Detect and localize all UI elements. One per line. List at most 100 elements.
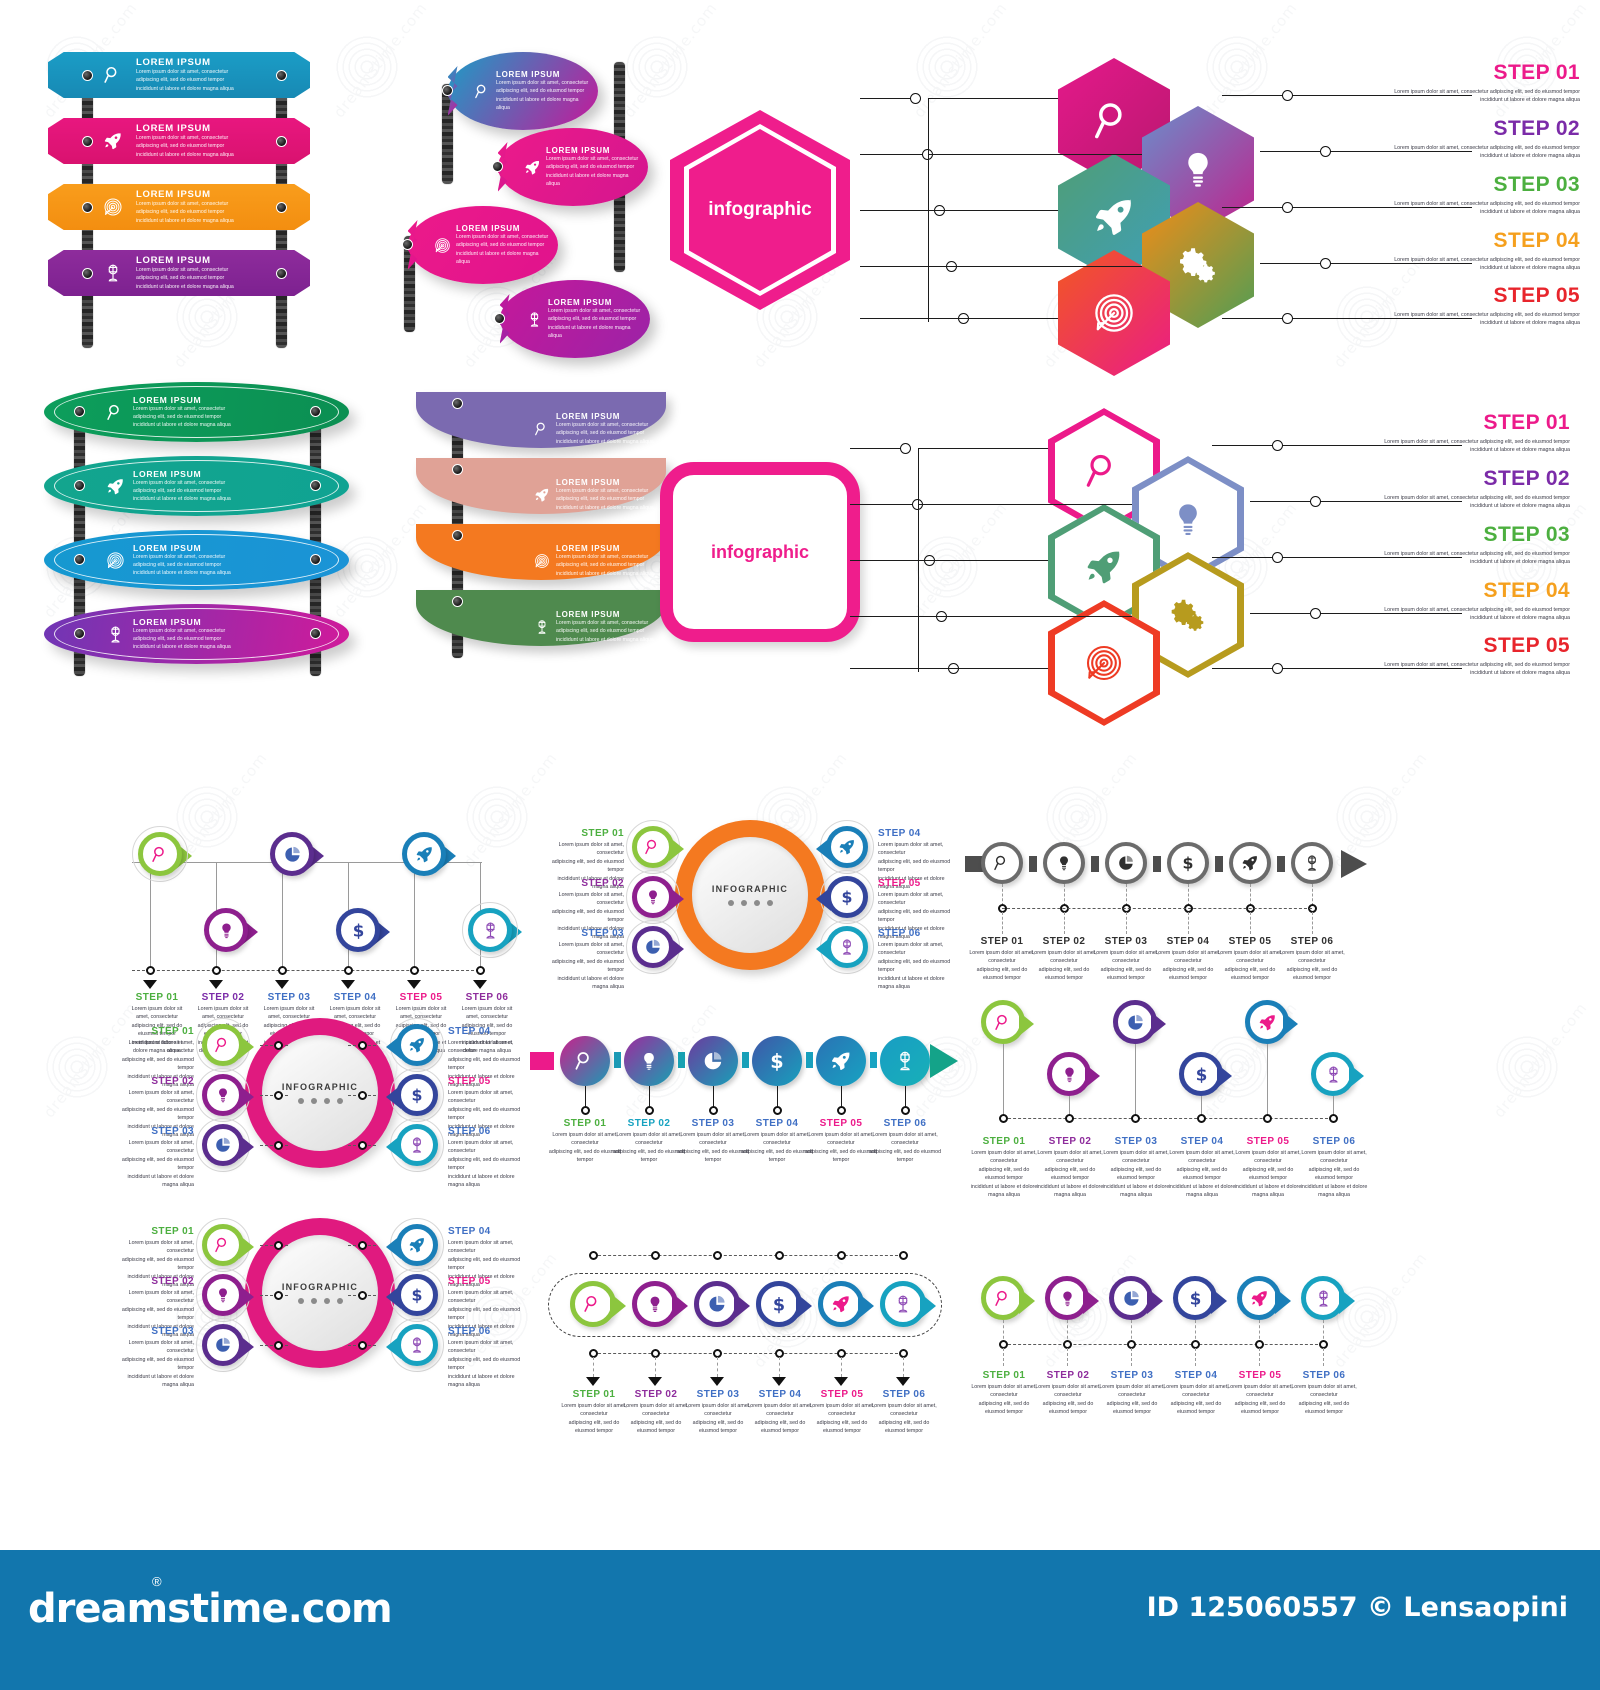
ellipse-banner[interactable]: LOREM IPSUM Lorem ipsum dolor sit amet, c… [44,382,349,442]
step-ring-icon[interactable] [820,820,874,874]
ring-circle [632,926,674,968]
step-ring-icon[interactable]: $ [336,908,380,952]
gradient-step-circle[interactable] [816,1036,866,1086]
step-label-block: STEP 01 Lorem ipsum dolor sit amet, conse… [112,1026,194,1090]
step-ring-icon[interactable]: $ [390,1068,444,1122]
step-ring-icon[interactable] [196,1118,250,1172]
step-ring-icon[interactable] [390,1218,444,1272]
magnifier-icon [151,845,170,864]
step-ring-icon[interactable] [1043,842,1085,884]
step-ring-icon[interactable] [132,826,188,882]
step-ring-icon[interactable]: $ [390,1268,444,1322]
leaf-banner[interactable]: LOREM IPSUM Lorem ipsum dolor sit amet, c… [408,206,558,284]
step-title: STEP 01 [581,828,624,839]
gradient-step-circle[interactable] [880,1036,930,1086]
ellipse-title: LOREM IPSUM [133,616,202,627]
step-ring-icon[interactable] [820,920,874,974]
donut-link-node [274,1091,283,1100]
central-donut[interactable]: INFOGRAPHIC [245,1018,395,1168]
ring-circle [981,1276,1025,1320]
connector-line [918,448,1048,450]
step-ring-icon[interactable]: $ [820,870,874,924]
gradient-step-circle[interactable] [624,1036,674,1086]
rocket-icon [830,1050,852,1072]
step-ring-icon[interactable] [981,1000,1025,1044]
step-ring-icon[interactable] [402,832,446,876]
step-ring-icon[interactable] [390,1318,444,1372]
donut-link-node [358,1341,367,1350]
step-ring-icon[interactable] [1291,842,1333,884]
step-ring-icon[interactable] [626,920,680,974]
ellipse-banner[interactable]: LOREM IPSUM Lorem ipsum dolor sit amet, c… [44,604,349,664]
arc-text: LOREM IPSUM Lorem ipsum dolor sit amet, c… [556,478,660,511]
step-ring-icon[interactable] [462,902,518,958]
ring-circle [138,832,182,876]
chain-bolt [310,406,321,417]
step-ring-icon[interactable] [204,908,248,952]
step-title: STEP 05 [448,1276,491,1287]
step-title: STEP 04 [448,1226,491,1237]
connector-line [918,504,1132,506]
ellipse-banner[interactable]: LOREM IPSUM Lorem ipsum dolor sit amet, c… [44,456,349,516]
step-ring-icon[interactable]: $ [1167,842,1209,884]
timeline-drop2 [1195,1348,1196,1366]
registered-mark-icon: ® [152,1574,162,1589]
ring-circle [981,1000,1025,1044]
step-ring-icon[interactable] [196,1268,250,1322]
timeline-drop [1002,884,1003,906]
ring-circle [632,826,674,868]
step-ring-icon[interactable] [196,1068,250,1122]
ring-circle [396,1024,438,1066]
gradient-step-circle[interactable]: $ [752,1036,802,1086]
step-ring-icon[interactable] [981,1276,1025,1320]
step-ring-icon[interactable] [1229,842,1271,884]
central-donut[interactable]: INFOGRAPHIC [675,820,825,970]
step-ring-icon[interactable]: $ [1173,1276,1217,1320]
ellipse-banner[interactable]: LOREM IPSUM Lorem ipsum dolor sit amet, c… [44,530,349,590]
gradient-step-circle[interactable] [560,1036,610,1086]
step-ring-icon[interactable] [390,1118,444,1172]
leaf-banner[interactable]: LOREM IPSUM Lorem ipsum dolor sit amet, c… [498,128,648,206]
donut-link-node [274,1141,283,1150]
step-ring-icon[interactable] [1045,1276,1089,1320]
gradient-step-circle[interactable] [688,1036,738,1086]
step-ring-icon[interactable] [626,870,680,924]
panel-chain-arc-banners: LOREM IPSUM Lorem ipsum dolor sit amet, c… [400,392,666,682]
globe-icon [893,1294,913,1314]
step-pointer-right [672,1293,688,1319]
step-ring-icon[interactable] [1311,1052,1355,1096]
step-ring-icon[interactable] [196,1018,250,1072]
step-label-block: STEP 02 Lorem ipsum dolor sit amet, conse… [542,878,624,942]
timeline-drop [1312,912,1313,934]
leaf-banner[interactable]: LOREM IPSUM Lorem ipsum dolor sit amet, c… [448,52,598,130]
step-title: STEP 01 [151,1226,194,1237]
pie-chart-icon [283,845,302,864]
donut-link-node [358,1091,367,1100]
step-ring-icon[interactable] [390,1018,444,1072]
step-ring-icon[interactable] [270,832,314,876]
timeline-drop [150,862,151,970]
arc-banner[interactable]: LOREM IPSUM Lorem ipsum dolor sit amet, c… [416,392,666,448]
central-hexagon[interactable]: infographic [660,462,860,642]
step-ring-icon[interactable] [626,820,680,874]
step-ring-icon[interactable] [1105,842,1147,884]
step-ring-icon[interactable] [196,1218,250,1272]
target-icon [1092,291,1136,335]
step-ring-icon[interactable] [981,842,1023,884]
ghost-ring [462,902,518,958]
step-ring-icon[interactable] [818,1281,864,1327]
timeline-node [410,966,419,975]
donut-link-node [274,1041,283,1050]
leaf-banner[interactable]: LOREM IPSUM Lorem ipsum dolor sit amet, c… [500,280,650,358]
dollar-icon: $ [838,888,856,906]
connector-line [850,448,910,450]
donut-link-node [358,1241,367,1250]
ring-circle [826,926,868,968]
step-ring-icon[interactable] [196,1318,250,1372]
step-title: STEP 04 [878,828,921,839]
leaf-text: LOREM IPSUM Lorem ipsum dolor sit amet, c… [548,298,644,339]
central-hexagon[interactable]: infographic [670,110,850,310]
